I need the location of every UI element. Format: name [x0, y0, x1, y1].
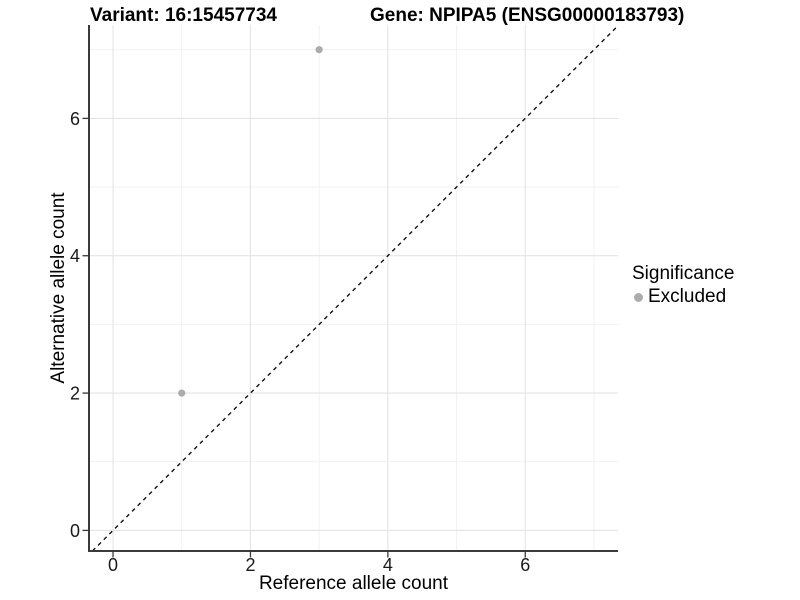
y-tick-label: 6 [70, 109, 80, 129]
legend: Significance Excluded [630, 263, 734, 308]
gene-title: Gene: NPIPA5 (ENSG00000183793) [370, 5, 685, 26]
y-tick-label: 2 [70, 384, 80, 404]
y-tick-label: 4 [70, 246, 80, 266]
x-tick-label: 4 [383, 555, 393, 575]
excluded-point-icon [634, 292, 643, 302]
data-point [178, 389, 186, 397]
x-tick-label: 2 [245, 555, 255, 575]
x-axis-title: Reference allele count [258, 573, 449, 594]
legend-item-label: Excluded [648, 286, 727, 307]
data-point [315, 46, 323, 54]
x-tick-label: 0 [108, 555, 118, 575]
y-tick-label: 0 [70, 521, 80, 541]
legend-item-excluded: Excluded [630, 286, 734, 308]
variant-title: Variant: 16:15457734 [90, 5, 277, 26]
legend-title: Significance [632, 263, 735, 284]
identity-dashed-line [91, 25, 619, 552]
y-axis-title: Alternative allele count [48, 192, 69, 384]
x-tick-label: 6 [520, 555, 530, 575]
